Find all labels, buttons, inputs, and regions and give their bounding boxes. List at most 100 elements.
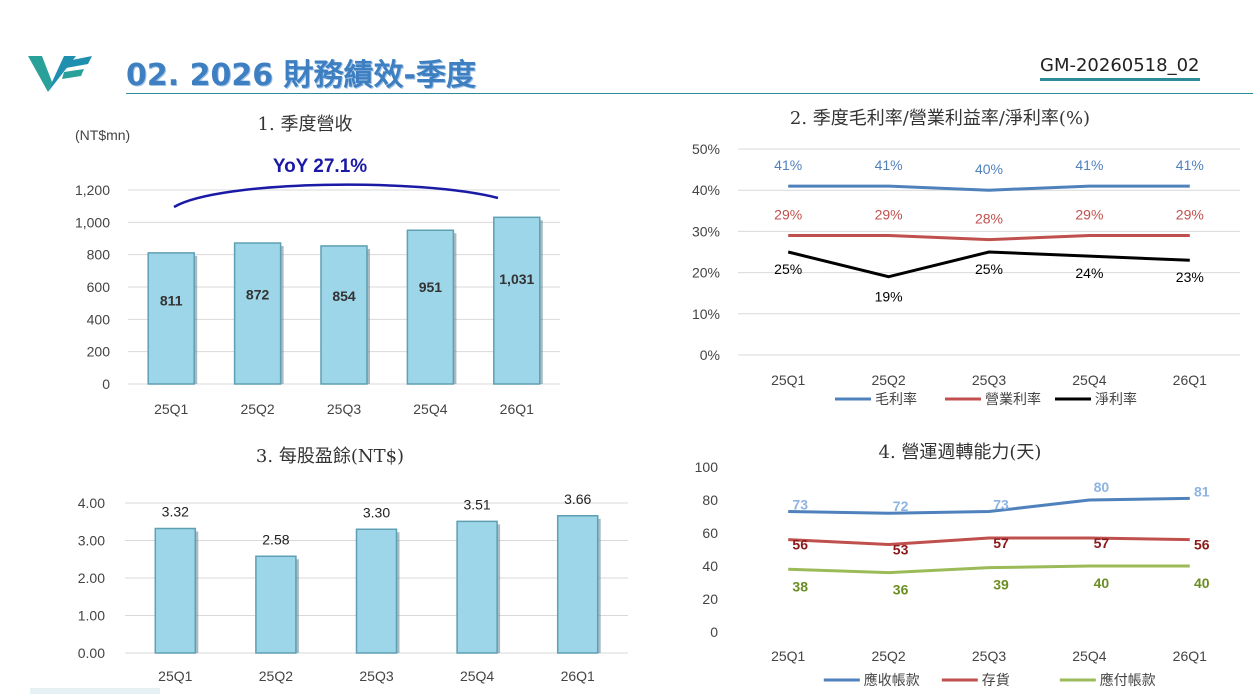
chart-1-bar-label: 854 — [332, 288, 356, 304]
chart-1-y-tick: 200 — [87, 344, 111, 360]
chart-3-bar — [556, 515, 599, 654]
header-divider — [126, 93, 1253, 94]
chart-4-legend-label: 應付帳款 — [1100, 672, 1156, 689]
chart-3-bar — [154, 527, 197, 654]
chart-3-x-tick: 25Q3 — [359, 668, 393, 684]
chart-4-title: 4. 營運週轉能力(天) — [879, 442, 1042, 463]
chart-4-y-tick: 0 — [710, 624, 718, 640]
chart-4-point-label: 36 — [893, 582, 909, 598]
chart-4-x-tick: 25Q4 — [1072, 648, 1106, 664]
chart-1-y-tick: 0 — [102, 376, 110, 392]
page-header: 02. 2026 財務績效-季度 GM-20260518_02 — [0, 0, 1253, 100]
chart-4-point-label: 53 — [893, 542, 909, 558]
chart-2-legend-label: 營業利率 — [985, 391, 1041, 408]
chart-2-x-tick: 25Q3 — [972, 372, 1006, 388]
chart-2-y-tick: 30% — [692, 223, 720, 239]
chart-2-point-label: 29% — [774, 207, 802, 223]
chart-1-yoy-arc — [173, 183, 499, 209]
chart-4-y-tick: 80 — [702, 492, 718, 508]
chart-2-y-tick: 20% — [692, 265, 720, 281]
chart-1-bar — [233, 242, 282, 385]
chart-1-x-tick: 26Q1 — [500, 401, 534, 417]
chart-4-point-label: 72 — [893, 498, 909, 514]
chart-4-y-tick: 40 — [702, 558, 718, 574]
chart-1-unit-label: (NT$mn) — [75, 127, 130, 143]
chart-3-bar — [255, 555, 297, 654]
chart-3-bar-label: 3.32 — [162, 504, 189, 520]
chart-2-x-tick: 25Q2 — [871, 372, 905, 388]
chart-1-yoy-annotation: YoY 27.1% — [273, 156, 367, 177]
chart-3-y-tick: 3.00 — [78, 533, 105, 549]
chart-3-bar-label: 2.58 — [262, 531, 289, 547]
chart-1-x-tick: 25Q1 — [154, 401, 188, 417]
chart-1-bar — [147, 252, 195, 385]
chart-1-y-tick: 1,200 — [75, 182, 110, 198]
chart-3-bar-label: 3.51 — [463, 496, 490, 512]
chart-3-bar — [456, 520, 498, 654]
chart-2-x-tick: 25Q1 — [771, 372, 805, 388]
chart-2-y-tick: 0% — [700, 347, 720, 363]
vf-logo-icon — [28, 56, 92, 92]
chart-2-y-tick: 50% — [692, 141, 720, 157]
chart-2-y-tick: 40% — [692, 182, 720, 198]
chart-4-x-tick: 26Q1 — [1173, 648, 1207, 664]
chart-4-series-line — [788, 564, 1190, 575]
chart-2-point-label: 28% — [975, 211, 1003, 227]
chart-2-point-label: 23% — [1176, 269, 1204, 285]
chart-4-x-tick: 25Q1 — [771, 648, 805, 664]
chart-3-x-tick: 25Q2 — [259, 668, 293, 684]
chart-3-bar-label: 3.66 — [564, 491, 591, 507]
chart-2-point-label: 41% — [1075, 157, 1103, 173]
chart-4-point-label: 73 — [993, 497, 1009, 513]
chart-4-point-label: 57 — [993, 535, 1009, 551]
chart-4-y-tick: 20 — [702, 591, 718, 607]
chart-2-series-line — [788, 184, 1190, 192]
chart-1-x-tick: 25Q3 — [327, 401, 361, 417]
document-code-underline — [1040, 78, 1200, 81]
chart-4-point-label: 73 — [792, 497, 808, 513]
chart-2-point-label: 24% — [1075, 265, 1103, 281]
chart-2-legend-label: 毛利率 — [875, 391, 917, 408]
chart-2-point-label: 41% — [1176, 157, 1204, 173]
document-code: GM-20260518_02 — [1040, 55, 1200, 76]
chart-4-point-label: 39 — [993, 577, 1009, 593]
chart-1-x-tick: 25Q4 — [413, 401, 447, 417]
chart-4-legend-label: 存貨 — [982, 672, 1010, 689]
chart-3-y-tick: 2.00 — [78, 570, 105, 586]
chart-4-series-line — [788, 536, 1190, 547]
chart-2-point-label: 29% — [1176, 207, 1204, 223]
chart-4-point-label: 80 — [1094, 479, 1110, 495]
chart-1-y-tick: 400 — [87, 311, 111, 327]
chart-1-bar-label: 1,031 — [499, 271, 534, 287]
footer-accent — [30, 688, 160, 694]
chart-4-x-tick: 25Q3 — [972, 648, 1006, 664]
chart-1-y-tick: 600 — [87, 279, 111, 295]
chart-4-point-label: 40 — [1194, 575, 1210, 591]
chart-1-bar — [320, 245, 368, 385]
chart-2-point-label: 25% — [774, 261, 802, 277]
chart-2-point-label: 41% — [774, 157, 802, 173]
chart-3-bar — [355, 528, 398, 654]
chart-4-point-label: 56 — [1194, 537, 1210, 553]
chart-3-y-tick: 1.00 — [78, 608, 105, 624]
chart-4-y-tick: 100 — [695, 459, 719, 475]
chart-1-title: 1. 季度營收 — [258, 114, 353, 135]
chart-2-point-label: 29% — [875, 207, 903, 223]
chart-3-y-tick: 0.00 — [78, 645, 105, 661]
chart-2-point-label: 25% — [975, 261, 1003, 277]
chart-2-point-label: 40% — [975, 161, 1003, 177]
chart-4-y-tick: 60 — [702, 525, 718, 541]
chart-4-point-label: 81 — [1194, 483, 1210, 499]
chart-2-series-line — [788, 234, 1190, 242]
chart-1-y-tick: 800 — [87, 247, 111, 263]
chart-4-point-label: 38 — [792, 578, 808, 594]
chart-2-x-tick: 26Q1 — [1173, 372, 1207, 388]
chart-2-title: 2. 季度毛利率/營業利益率/淨利率(%) — [790, 108, 1090, 129]
chart-1-bar-label: 872 — [246, 286, 270, 302]
chart-2-x-tick: 25Q4 — [1072, 372, 1106, 388]
chart-2-legend-label: 淨利率 — [1095, 391, 1137, 408]
chart-1-bar — [406, 229, 455, 385]
chart-4-point-label: 40 — [1094, 575, 1110, 591]
chart-2-point-label: 19% — [875, 289, 903, 305]
